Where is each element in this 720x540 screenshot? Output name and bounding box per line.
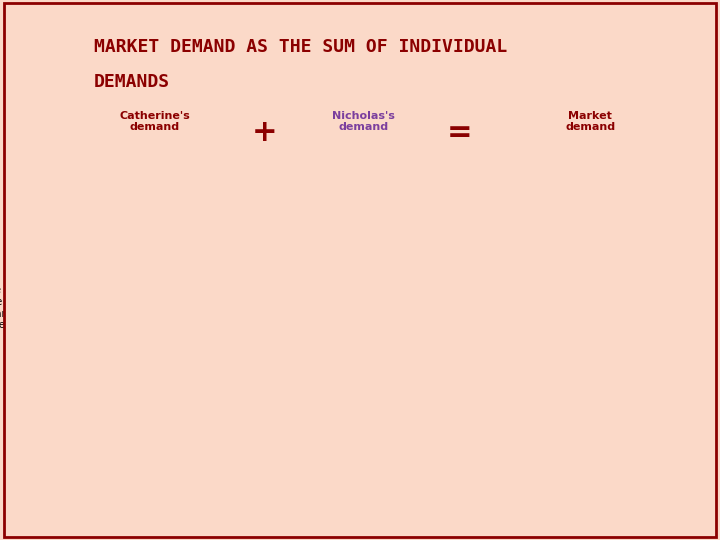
Y-axis label: Price of
Ice
Cream
Cones: Price of Ice Cream Cones — [197, 286, 233, 330]
X-axis label: Quantity of
Ice-Cream Cones: Quantity of Ice-Cream Cones — [325, 490, 413, 512]
Text: +: + — [252, 118, 278, 147]
Text: =: = — [446, 118, 472, 147]
Text: D: D — [567, 274, 577, 287]
X-axis label: Quantity of Ice-Cream Cones: Quantity of Ice-Cream Cones — [510, 490, 660, 500]
Text: Nicholas: Nicholas — [368, 236, 410, 246]
Text: Catherine: Catherine — [143, 236, 191, 246]
Text: Nicholas's
demand: Nicholas's demand — [332, 111, 395, 132]
Y-axis label: Price of
Ice
Cream
Cones: Price of Ice Cream Cones — [384, 286, 420, 330]
Text: MARKET DEMAND AS THE SUM OF INDIVIDUAL: MARKET DEMAND AS THE SUM OF INDIVIDUAL — [94, 38, 507, 56]
Text: D: D — [360, 227, 370, 241]
Text: Catherine's
demand: Catherine's demand — [120, 111, 190, 132]
Text: D: D — [138, 227, 148, 241]
Text: Market: Market — [575, 281, 608, 292]
Y-axis label: Price of
Ice
Cream
Cones: Price of Ice Cream Cones — [0, 286, 14, 330]
Text: DEMANDS: DEMANDS — [94, 73, 170, 91]
Text: Market
demand: Market demand — [565, 111, 616, 132]
X-axis label: Quantity of Ice-Cream Cones: Quantity of Ice-Cream Cones — [89, 490, 239, 500]
